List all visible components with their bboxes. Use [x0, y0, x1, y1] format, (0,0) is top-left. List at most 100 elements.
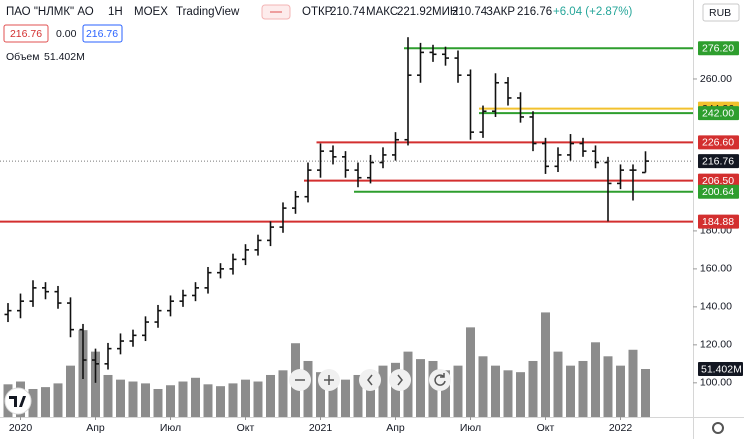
- currency-box[interactable]: [702, 3, 740, 22]
- zoom-in-icon: [324, 375, 334, 385]
- sell-box[interactable]: [3, 24, 49, 43]
- volume-bar: [316, 372, 325, 417]
- x-tick-label: 2021: [309, 422, 333, 434]
- volume-bar: [228, 383, 238, 417]
- scroll-left-icon: [367, 374, 373, 386]
- x-tick-label: Апр: [386, 422, 405, 434]
- reset-icon: [434, 373, 446, 386]
- level-label-box: [698, 173, 739, 188]
- open-label: ОТКР: [302, 6, 333, 18]
- logo: [4, 387, 32, 415]
- volume-bar: [541, 312, 550, 417]
- level-label-box: [698, 184, 739, 199]
- volume-bar: [253, 381, 263, 417]
- volume-bar: [241, 379, 250, 417]
- volume-bar: [466, 327, 475, 417]
- logo-badge[interactable]: [4, 387, 32, 415]
- volume-bar: [578, 360, 588, 417]
- volume-axis-label: 51.402M: [701, 363, 742, 375]
- volume-bar: [203, 384, 213, 417]
- exchange: MOEX: [134, 6, 168, 18]
- volume-bar: [366, 370, 375, 417]
- volume-bar: [166, 385, 175, 417]
- volume-bar: [153, 388, 163, 417]
- volume-bar: [353, 374, 363, 417]
- volume-bar: [216, 386, 225, 417]
- high-value: 221.92: [397, 6, 432, 18]
- volume-bar: [28, 388, 38, 417]
- volume-bar: [478, 356, 488, 417]
- low-label: МИН: [432, 6, 458, 18]
- volume-value: 51.402M: [44, 51, 85, 63]
- volume-bar: [91, 351, 100, 417]
- scroll-right[interactable]: [389, 369, 411, 391]
- settings-icon: [712, 422, 724, 434]
- level-label: 242.00: [702, 107, 734, 119]
- settings[interactable]: [712, 422, 724, 434]
- reset[interactable]: [429, 369, 451, 391]
- volume-bar: [128, 381, 138, 417]
- volume-bar: [628, 349, 638, 417]
- spread: 0.00: [56, 28, 77, 40]
- buy-price: 216.76: [86, 28, 118, 40]
- level-label: 276.20: [702, 42, 734, 54]
- volume-bar: [591, 342, 600, 417]
- y-tick-label: 120.00: [700, 339, 732, 351]
- volume-bar: [416, 359, 425, 417]
- scroll-left[interactable]: [359, 369, 381, 391]
- open-value: 210.74: [330, 6, 366, 18]
- level-label: 226.60: [702, 137, 734, 149]
- volume-bar: [441, 370, 450, 417]
- volume-bar: [378, 365, 388, 417]
- y-tick-label: 260.00: [700, 73, 732, 85]
- sell-price: 216.76: [10, 28, 42, 40]
- symbol-title: ПАО "НЛМК" АО: [6, 6, 94, 18]
- change-value: +6.04 (+2.87%): [553, 6, 632, 18]
- y-tick-label: 100.00: [700, 377, 732, 389]
- volume-bar: [616, 365, 625, 417]
- level-label-box: [698, 214, 739, 229]
- level-label-box: [698, 135, 739, 150]
- volume-bar: [553, 351, 563, 417]
- toolbar: [289, 369, 451, 391]
- x-tick-label: Апр: [86, 422, 105, 434]
- close-label: ЗАКР: [486, 6, 515, 18]
- y-tick-label: 160.00: [700, 263, 732, 275]
- volume-bar: [491, 365, 500, 417]
- volume-bar: [303, 360, 313, 417]
- x-tick-label: 2022: [609, 422, 633, 434]
- x-tick-label: Окт: [237, 422, 255, 434]
- x-tick-label: Окт: [537, 422, 555, 434]
- volume-bar: [191, 377, 200, 417]
- level-label-box: [698, 41, 739, 56]
- level-label: 206.50: [702, 175, 734, 187]
- volume-bar: [528, 360, 538, 417]
- x-tick-label: Июл: [460, 422, 481, 434]
- volume-bar: [53, 383, 63, 417]
- volume-bar: [41, 387, 50, 417]
- currency: RUB: [709, 7, 731, 19]
- y-tick-label: 140.00: [700, 301, 732, 313]
- x-tick-label: 2020: [9, 422, 33, 434]
- volume-bar: [503, 370, 513, 417]
- volume-label-box: [698, 362, 743, 377]
- volume-bar: [116, 379, 125, 417]
- volume-bar: [328, 377, 338, 417]
- volume-bar: [178, 381, 188, 417]
- volume-bar: [641, 369, 650, 417]
- volume-bar: [603, 356, 613, 417]
- last-price-box: [698, 154, 739, 169]
- level-label-box: [698, 106, 739, 121]
- volume-bar: [278, 370, 288, 417]
- x-tick-label: Июл: [160, 422, 181, 434]
- logo-mark: [9, 396, 26, 407]
- volume-bar: [566, 365, 575, 417]
- volume-bar: [141, 383, 150, 417]
- volume-bar: [516, 372, 525, 417]
- level-label: 200.64: [702, 186, 734, 198]
- close-value: 216.76: [517, 6, 552, 18]
- buy-box[interactable]: [82, 24, 123, 43]
- volume-bar: [428, 360, 438, 417]
- interval: 1Н: [108, 6, 123, 18]
